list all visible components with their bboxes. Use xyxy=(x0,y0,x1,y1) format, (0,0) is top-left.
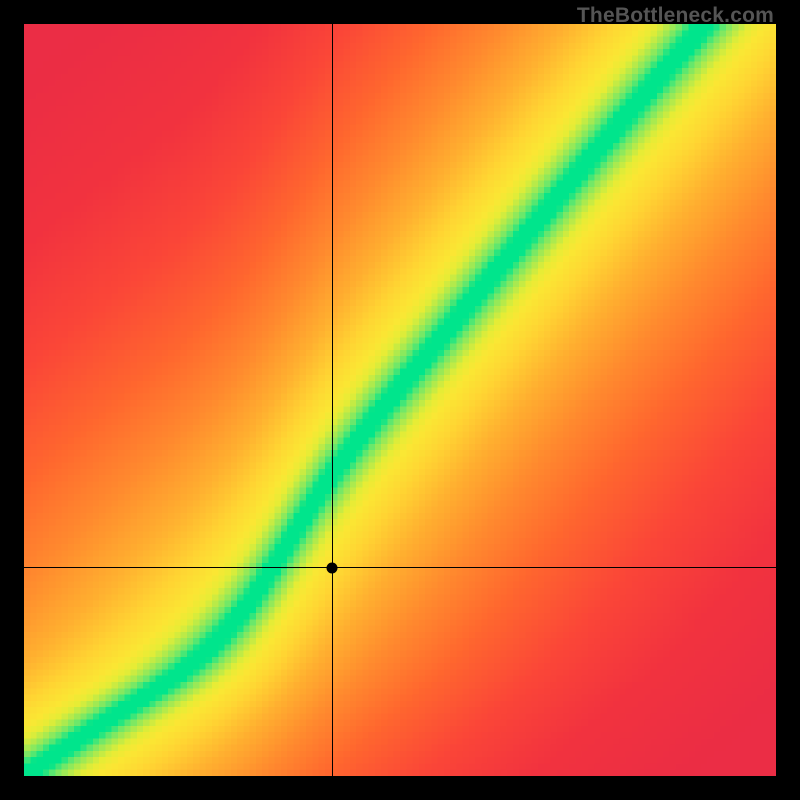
watermark-text: TheBottleneck.com xyxy=(577,4,774,28)
outer-frame: { "watermark": { "text": "TheBottleneck.… xyxy=(0,0,800,800)
crosshair-horizontal xyxy=(24,567,776,568)
plot-area xyxy=(24,24,776,776)
selection-marker[interactable] xyxy=(327,562,338,573)
crosshair-vertical xyxy=(332,24,333,776)
bottleneck-heatmap xyxy=(24,24,776,776)
